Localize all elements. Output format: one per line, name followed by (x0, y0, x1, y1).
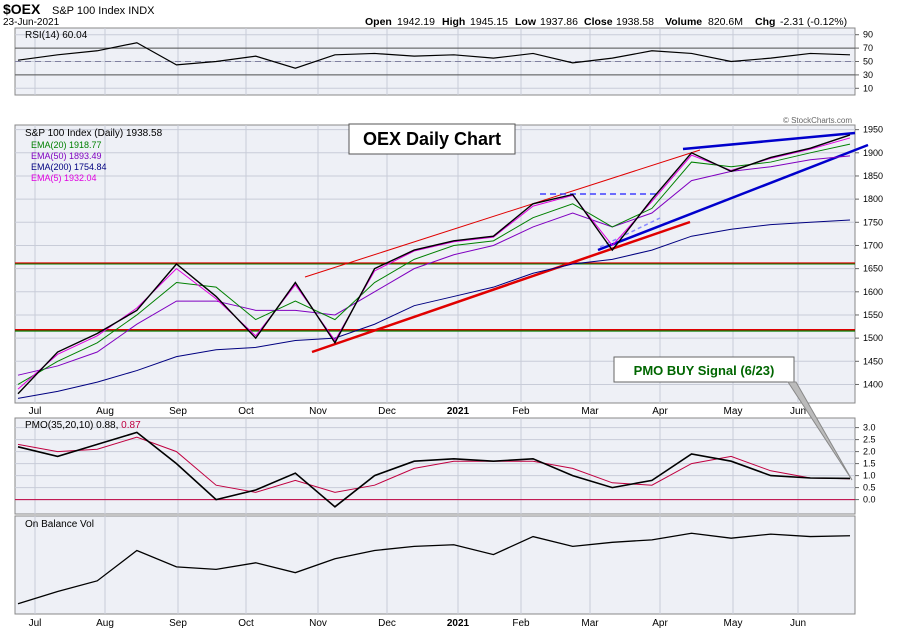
low-value: 1937.86 (540, 16, 578, 28)
month-tick-label: Sep (169, 618, 187, 629)
ema50-legend: EMA(50) 1893.49 (31, 151, 102, 161)
rsi-tick-label: 50 (863, 57, 873, 67)
ema50-line (17, 155, 851, 376)
ema5-legend: EMA(5) 1932.04 (31, 173, 97, 183)
price-tick-label: 1450 (863, 356, 883, 366)
month-tick-label: Nov (309, 406, 327, 417)
price-tick-label: 1600 (863, 287, 883, 297)
month-tick-label: Nov (309, 618, 327, 629)
trendline-annotations (15, 131, 869, 354)
chg-value: -2.31 (-0.12%) (780, 16, 847, 28)
pmo-tick-label: 3.0 (863, 423, 876, 433)
rsi-line (17, 42, 851, 69)
ema20-legend: EMA(20) 1918.77 (31, 140, 102, 150)
pmo-panel (14, 417, 856, 515)
ema20-line (17, 143, 851, 385)
price-line (17, 134, 851, 395)
month-tick-label: Aug (96, 618, 114, 629)
month-tick-label: Jun (790, 618, 806, 629)
obv-line (17, 532, 851, 605)
month-tick-label: May (724, 618, 743, 629)
pmo-signal-line (17, 436, 851, 493)
pmo-tick-label: 2.0 (863, 447, 876, 457)
title-box-text: OEX Daily Chart (363, 129, 501, 149)
open-label: Open (365, 16, 392, 28)
title-box (348, 123, 516, 155)
month-tick-label: 2021 (447, 406, 470, 417)
month-tick-label: Sep (169, 406, 187, 417)
rsi-legend: RSI(14) 60.04 (25, 30, 88, 41)
rsi-tick-label: 70 (863, 43, 873, 53)
month-tick-label: Dec (378, 406, 396, 417)
price-tick-label: 1650 (863, 264, 883, 274)
month-tick-label: Mar (581, 618, 599, 629)
pmo-legend: PMO(35,20,10) 0.88, 0.87 (25, 420, 141, 431)
month-tick-label: May (724, 406, 743, 417)
close-value: 1938.58 (616, 16, 654, 28)
ema200-legend: EMA(200) 1754.84 (31, 162, 107, 172)
month-tick-label: 2021 (447, 618, 470, 629)
price-tick-label: 1900 (863, 148, 883, 158)
axes: Jul Jul Aug Aug Sep Sep Oct Oct Nov Nov Dec Dec 2021… (29, 30, 883, 629)
rsi-tick-label: 30 (863, 70, 873, 80)
wedge-bottom-blue (597, 143, 869, 252)
pmo-tick-label: 1.0 (863, 471, 876, 481)
month-tick-label: Feb (512, 618, 530, 629)
pmo-tick-label: 0.0 (863, 495, 876, 505)
symbol: $OEX (3, 1, 41, 17)
month-tick-label: Apr (652, 406, 668, 417)
month-tick-label: Apr (652, 618, 668, 629)
price-legend: S&P 100 Index (Daily) 1938.58 (25, 128, 163, 139)
pmo-line (17, 431, 851, 508)
month-tick-label: Dec (378, 618, 396, 629)
obv-panel (14, 515, 856, 615)
rsi-tick-label: 10 (863, 83, 873, 93)
month-tick-label: Mar (581, 406, 599, 417)
price-tick-label: 1500 (863, 333, 883, 343)
pmo-tick-label: 0.5 (863, 483, 876, 493)
chart-date: 23-Jun-2021 (3, 17, 60, 28)
pmo-tick-label: 1.5 (863, 459, 876, 469)
chg-label: Chg (755, 16, 775, 28)
price-tick-label: 1400 (863, 379, 883, 389)
month-tick-label: Jun (790, 406, 806, 417)
price-tick-label: 1950 (863, 125, 883, 135)
wedge-top-blue (682, 131, 856, 151)
low-label: Low (515, 16, 537, 28)
month-tick-label: Aug (96, 406, 114, 417)
month-tick-label: Feb (512, 406, 530, 417)
high-label: High (442, 16, 465, 28)
month-tick-label: Oct (238, 618, 254, 629)
ema200-line (17, 219, 851, 399)
pmo-signal-box-text: PMO BUY Signal (6/23) (634, 363, 775, 378)
pmo-tick-label: 2.5 (863, 435, 876, 445)
copyright: © StockCharts.com (783, 116, 852, 125)
volume-label: Volume (665, 16, 702, 28)
price-tick-label: 1850 (863, 171, 883, 181)
high-value: 1945.15 (470, 16, 508, 28)
pmo-legend-signal: 0.87 (121, 420, 141, 431)
month-tick-label: Oct (238, 406, 254, 417)
month-tick-label: Jul (29, 406, 42, 417)
price-tick-label: 1800 (863, 194, 883, 204)
open-value: 1942.19 (397, 16, 435, 28)
volume-value: 820.6M (708, 16, 743, 28)
rsi-tick-label: 90 (863, 30, 873, 40)
plot-lines (17, 42, 851, 605)
obv-legend: On Balance Vol (25, 519, 94, 530)
month-tick-label: Jul (29, 618, 42, 629)
price-tick-label: 1550 (863, 310, 883, 320)
pmo-signal-box (613, 356, 795, 383)
price-tick-label: 1750 (863, 217, 883, 227)
index-name: S&P 100 Index INDX (52, 5, 155, 17)
close-label: Close (584, 16, 613, 28)
channel-bottom-red (311, 220, 691, 354)
price-tick-label: 1700 (863, 240, 883, 250)
channel-top-red (304, 149, 701, 278)
pmo-legend-main: PMO(35,20,10) 0.88, (25, 420, 118, 431)
pmo-signal-pointer (787, 381, 853, 481)
